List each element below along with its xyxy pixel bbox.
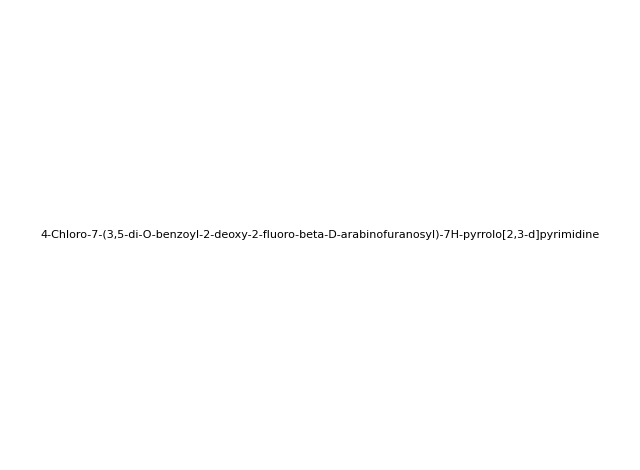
Text: 4-Chloro-7-(3,5-di-O-benzoyl-2-deoxy-2-fluoro-beta-D-arabinofuranosyl)-7H-pyrrol: 4-Chloro-7-(3,5-di-O-benzoyl-2-deoxy-2-f… — [40, 230, 600, 240]
